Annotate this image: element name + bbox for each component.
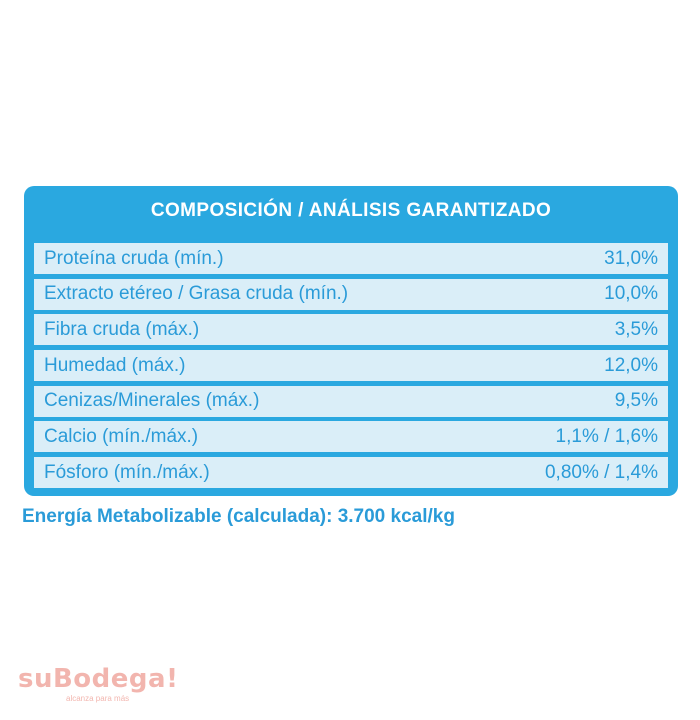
watermark-tagline: alcanza para más: [66, 694, 130, 703]
row-label: Fibra cruda (máx.): [44, 318, 200, 340]
table-row: Cenizas/Minerales (máx.) 9,5%: [34, 385, 668, 417]
table-row: Humedad (máx.) 12,0%: [34, 350, 668, 382]
row-label: Extracto etéreo / Grasa cruda (mín.): [44, 283, 349, 305]
row-label: Proteína cruda (mín.): [44, 247, 224, 269]
table-row: Fibra cruda (máx.) 3,5%: [34, 314, 668, 346]
watermark-brand: suBodega!: [18, 664, 179, 694]
table-row: Fósforo (mín./máx.) 0,80% / 1,4%: [34, 457, 668, 489]
row-value: 31,0%: [604, 247, 658, 269]
row-value: 9,5%: [614, 390, 658, 412]
row-value: 1,1% / 1,6%: [555, 425, 658, 447]
row-value: 12,0%: [604, 354, 658, 376]
metabolizable-energy: Energía Metabolizable (calculada): 3.700…: [22, 506, 455, 527]
row-label: Fósforo (mín./máx.): [44, 461, 210, 483]
composition-panel: COMPOSICIÓN / ANÁLISIS GARANTIZADO Prote…: [24, 186, 678, 496]
panel-title: COMPOSICIÓN / ANÁLISIS GARANTIZADO: [150, 200, 552, 221]
composition-table: Proteína cruda (mín.) 31,0% Extracto eté…: [34, 243, 668, 489]
table-row: Proteína cruda (mín.) 31,0%: [34, 243, 668, 274]
watermark-logo: suBodega! alcanza para más: [18, 664, 178, 704]
table-row: Calcio (mín./máx.) 1,1% / 1,6%: [34, 421, 668, 453]
row-label: Cenizas/Minerales (máx.): [44, 390, 260, 412]
row-value: 10,0%: [604, 283, 658, 305]
row-label: Calcio (mín./máx.): [44, 425, 199, 447]
row-value: 3,5%: [614, 318, 658, 340]
row-value: 0,80% / 1,4%: [544, 461, 658, 483]
row-label: Humedad (máx.): [44, 354, 186, 376]
table-row: Extracto etéreo / Grasa cruda (mín.) 10,…: [34, 278, 668, 310]
